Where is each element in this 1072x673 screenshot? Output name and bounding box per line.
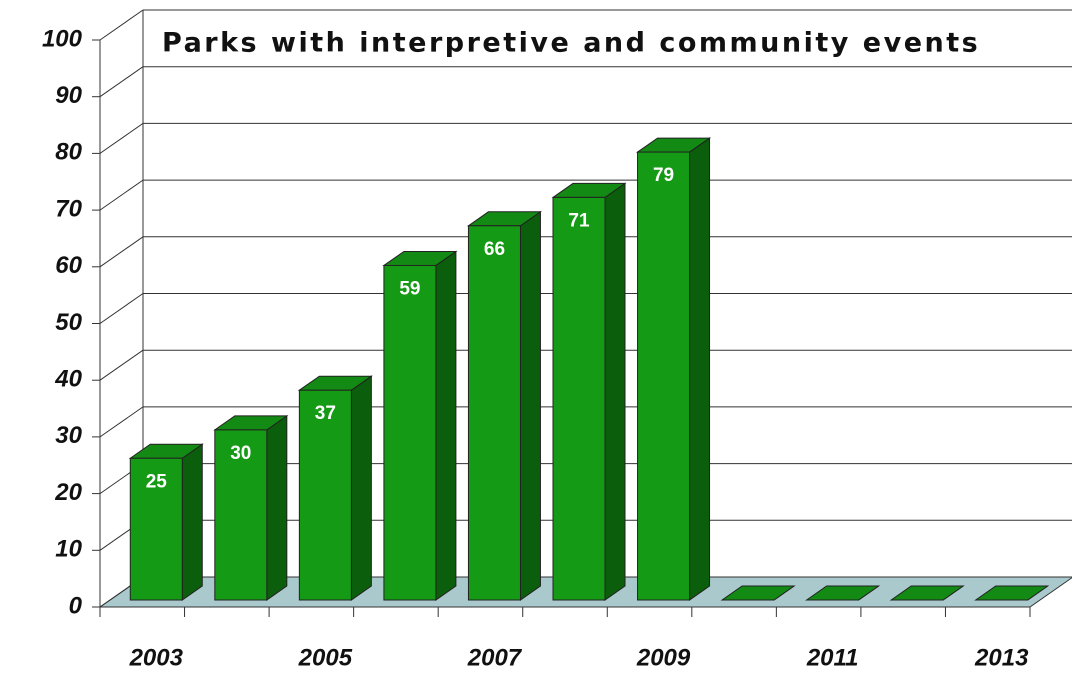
y-tick-label: 0: [69, 592, 83, 619]
value-label: 66: [484, 239, 505, 260]
value-label: 25: [146, 471, 168, 492]
bar-front: [298, 389, 352, 601]
grid-line: [99, 9, 144, 41]
y-tick-label: 60: [55, 252, 82, 279]
value-label: 59: [399, 278, 420, 299]
y-tick-label: 100: [42, 25, 83, 52]
bar: [974, 585, 1050, 601]
bar-side: [350, 375, 372, 601]
bar-top: [805, 585, 881, 601]
bar-front: [552, 196, 606, 601]
bar-front: [637, 151, 691, 601]
grid-line: [99, 236, 144, 268]
x-tick-label: 2013: [974, 644, 1029, 671]
bar-side: [604, 182, 626, 601]
bar-front: [467, 225, 521, 601]
bar-top: [889, 585, 965, 601]
bar-front: [383, 264, 437, 601]
bar: [635, 137, 712, 601]
bar-side: [689, 137, 711, 601]
bars: 25 30 37 59 66 71 79: [128, 137, 1050, 601]
value-label: 30: [230, 443, 251, 464]
value-label: 37: [315, 403, 336, 424]
grid-line: [99, 66, 144, 98]
y-tick-label: 80: [55, 139, 82, 166]
grid-line: [99, 349, 144, 381]
bar: [297, 375, 373, 601]
bar: [551, 182, 627, 601]
y-tick-label: 70: [55, 195, 82, 222]
y-tick-label: 90: [55, 82, 82, 109]
x-tick-label: 2003: [129, 644, 184, 671]
y-tick-label: 30: [55, 422, 82, 449]
bar: [128, 443, 204, 601]
bar: [720, 585, 796, 601]
bar: [466, 210, 543, 601]
grid-line: [99, 293, 144, 324]
x-tick-label: 2005: [298, 644, 353, 671]
x-tick-label: 2007: [467, 644, 523, 671]
bar-top: [974, 585, 1050, 601]
bar-front: [214, 429, 268, 601]
chart-title: Parks with interpretive and community ev…: [162, 28, 980, 59]
value-label: 79: [653, 165, 674, 186]
y-tick-label: 10: [55, 536, 82, 563]
grid-line: [99, 179, 144, 211]
bar: [213, 414, 289, 601]
x-tick-label: 2009: [636, 644, 691, 671]
title-box: [150, 20, 1070, 66]
y-tick-label: 50: [55, 309, 82, 336]
bar: [889, 585, 965, 601]
bar: [382, 250, 458, 601]
y-tick-label: 20: [54, 479, 82, 506]
bar-front: [129, 457, 183, 601]
x-tick-label: 2011: [806, 644, 859, 671]
grid-line: [99, 122, 144, 154]
y-tick-label: 40: [54, 366, 82, 393]
value-label: 71: [568, 210, 590, 231]
bar-side: [266, 414, 288, 601]
bar-side: [181, 443, 203, 601]
bar-side: [435, 250, 457, 601]
bar-side: [519, 210, 541, 601]
bar-top: [720, 585, 796, 601]
bar: [805, 585, 881, 601]
grid-line: [99, 406, 144, 438]
